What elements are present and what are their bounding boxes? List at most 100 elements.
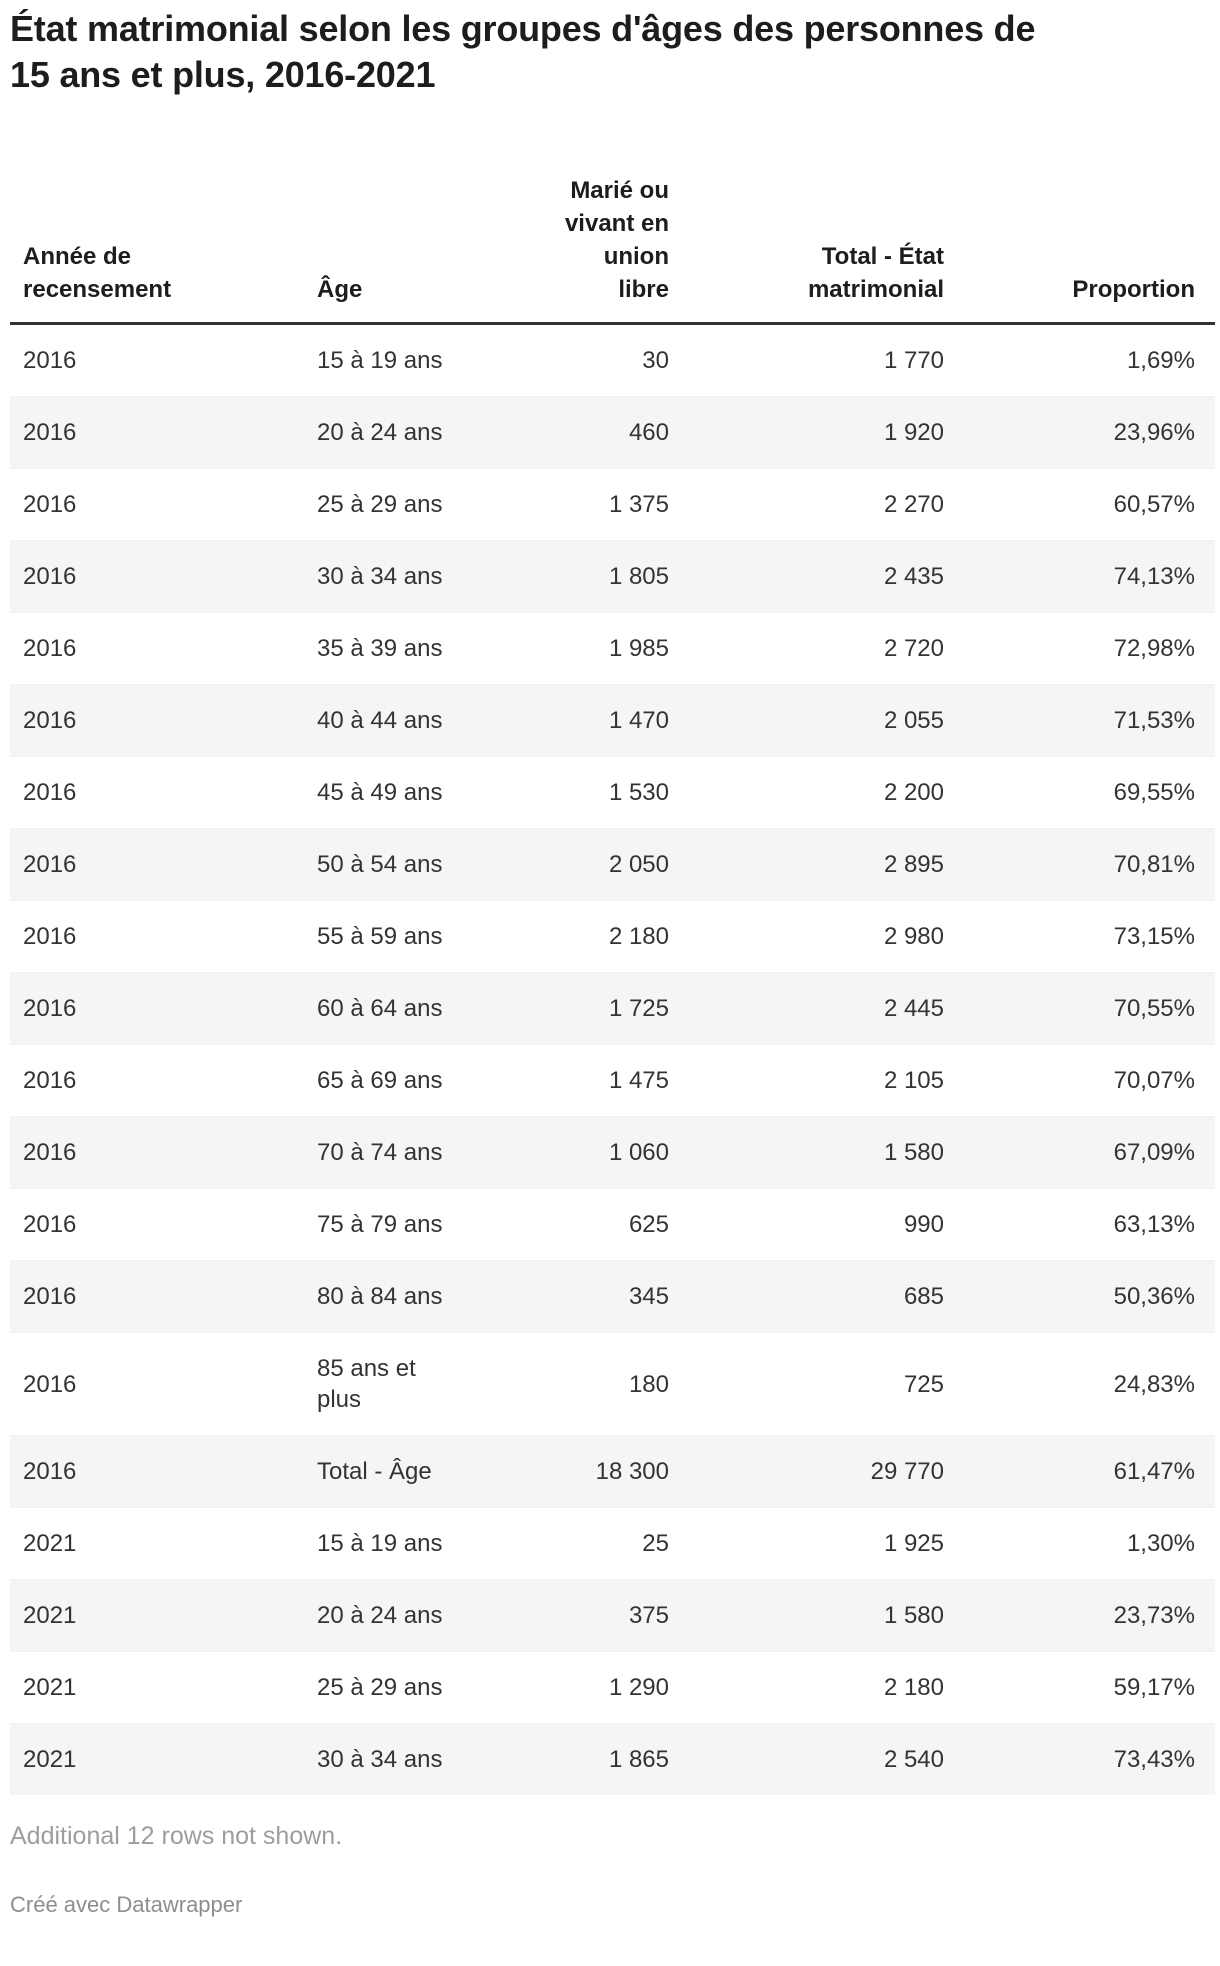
cell-age: 15 à 19 ans	[317, 1530, 443, 1557]
table-header-row: Année de recensement Âge Marié ou vivant…	[10, 154, 1215, 325]
cell-age: 45 à 49 ans	[317, 779, 443, 806]
cell-annee: 2016	[23, 1211, 77, 1238]
cell-age: 80 à 84 ans	[317, 1283, 443, 1310]
cell-annee: 2016	[23, 1139, 77, 1166]
cell-annee: 2016	[23, 779, 77, 806]
cell-marie-union-libre: 345	[628, 1283, 669, 1310]
cell-proportion: 60,57%	[1113, 491, 1195, 518]
cell-proportion: 73,15%	[1113, 923, 1195, 950]
table-row: 2016 80 à 84 ans 345 685 50,36%	[10, 1260, 1215, 1333]
cell-annee: 2016	[23, 1370, 77, 1398]
column-header-age: Âge	[304, 154, 475, 325]
table-row: 2016 20 à 24 ans 460 1 920 23,96%	[10, 396, 1215, 469]
table-row: 2021 30 à 34 ans 1 865 2 540 73,43%	[10, 1723, 1215, 1795]
cell-annee: 2021	[23, 1746, 77, 1773]
table-row: 2021 25 à 29 ans 1 290 2 180 59,17%	[10, 1651, 1215, 1724]
table-row: 2016 45 à 49 ans 1 530 2 200 69,55%	[10, 756, 1215, 829]
cell-total-etat: 2 055	[883, 707, 944, 734]
cell-annee: 2016	[23, 1458, 77, 1485]
cell-total-etat: 2 980	[883, 923, 944, 950]
cell-marie-union-libre: 1 985	[608, 635, 669, 662]
cell-total-etat: 2 895	[883, 851, 944, 878]
table-row: 2016 65 à 69 ans 1 475 2 105 70,07%	[10, 1044, 1215, 1117]
cell-age: 50 à 54 ans	[317, 851, 443, 878]
cell-total-etat: 2 720	[883, 635, 944, 662]
cell-total-etat: 725	[903, 1370, 944, 1398]
cell-proportion: 71,53%	[1113, 707, 1195, 734]
table-body: 2016 15 à 19 ans 30 1 770 1,69% 2016 20 à 24 a…	[10, 323, 1215, 1795]
cell-marie-union-libre: 25	[642, 1530, 669, 1557]
cell-age: 15 à 19 ans	[317, 347, 443, 374]
cell-age: 85 ans et plus	[317, 1355, 416, 1413]
cell-marie-union-libre: 18 300	[595, 1458, 669, 1485]
cell-total-etat: 2 105	[883, 1067, 944, 1094]
cell-proportion: 70,55%	[1113, 995, 1195, 1022]
cell-age: 55 à 59 ans	[317, 923, 443, 950]
rows-not-shown-note: Additional 12 rows not shown.	[10, 1822, 343, 1850]
cell-age: 25 à 29 ans	[317, 1674, 443, 1701]
cell-age: 20 à 24 ans	[317, 419, 443, 446]
table-row: 2016 60 à 64 ans 1 725 2 445 70,55%	[10, 972, 1215, 1045]
cell-proportion: 74,13%	[1113, 563, 1195, 590]
cell-annee: 2021	[23, 1674, 77, 1701]
cell-total-etat: 2 180	[883, 1674, 944, 1701]
table-row: 2016 Total - Âge 18 300 29 770 61,47%	[10, 1435, 1215, 1508]
cell-marie-union-libre: 1 530	[608, 779, 669, 806]
cell-marie-union-libre: 1 865	[608, 1746, 669, 1773]
column-header-proportion: Proportion	[964, 154, 1215, 325]
table-row: 2021 20 à 24 ans 375 1 580 23,73%	[10, 1579, 1215, 1652]
cell-annee: 2016	[23, 563, 77, 590]
cell-annee: 2021	[23, 1530, 77, 1557]
cell-proportion: 69,55%	[1113, 779, 1195, 806]
cell-proportion: 1,69%	[1126, 347, 1195, 374]
table-row: 2016 15 à 19 ans 30 1 770 1,69%	[10, 323, 1215, 397]
cell-proportion: 1,30%	[1126, 1530, 1195, 1557]
cell-marie-union-libre: 625	[628, 1211, 669, 1238]
table-row: 2016 30 à 34 ans 1 805 2 435 74,13%	[10, 540, 1215, 613]
cell-annee: 2016	[23, 347, 77, 374]
cell-proportion: 73,43%	[1113, 1746, 1195, 1773]
cell-proportion: 61,47%	[1113, 1458, 1195, 1485]
cell-age: 40 à 44 ans	[317, 707, 443, 734]
cell-marie-union-libre: 1 290	[608, 1674, 669, 1701]
cell-age: 75 à 79 ans	[317, 1211, 443, 1238]
cell-marie-union-libre: 1 470	[608, 707, 669, 734]
cell-proportion: 23,73%	[1113, 1602, 1195, 1629]
cell-total-etat: 1 580	[883, 1602, 944, 1629]
cell-total-etat: 990	[903, 1211, 944, 1238]
table-row: 2016 40 à 44 ans 1 470 2 055 71,53%	[10, 684, 1215, 757]
table-row: 2021 15 à 19 ans 25 1 925 1,30%	[10, 1507, 1215, 1580]
cell-annee: 2016	[23, 1067, 77, 1094]
cell-marie-union-libre: 30	[642, 347, 669, 374]
cell-total-etat: 2 540	[883, 1746, 944, 1773]
cell-total-etat: 1 580	[883, 1139, 944, 1166]
cell-age: 35 à 39 ans	[317, 635, 443, 662]
table-row: 2016 55 à 59 ans 2 180 2 980 73,15%	[10, 900, 1215, 973]
data-table: Année de recensement Âge Marié ou vivant…	[10, 154, 1215, 1795]
cell-total-etat: 2 200	[883, 779, 944, 806]
cell-total-etat: 1 920	[883, 419, 944, 446]
cell-proportion: 50,36%	[1113, 1283, 1195, 1310]
cell-age: 25 à 29 ans	[317, 491, 443, 518]
cell-proportion: 24,83%	[1113, 1370, 1195, 1398]
cell-age: 20 à 24 ans	[317, 1602, 443, 1629]
datawrapper-credit-link[interactable]: Créé avec Datawrapper	[10, 1892, 243, 1917]
cell-annee: 2016	[23, 635, 77, 662]
cell-age: 65 à 69 ans	[317, 1067, 443, 1094]
cell-age: 30 à 34 ans	[317, 1746, 443, 1773]
cell-proportion: 70,07%	[1113, 1067, 1195, 1094]
cell-marie-union-libre: 375	[628, 1602, 669, 1629]
cell-age: 30 à 34 ans	[317, 563, 443, 590]
table-row: 2016 25 à 29 ans 1 375 2 270 60,57%	[10, 468, 1215, 541]
cell-total-etat: 685	[903, 1283, 944, 1310]
cell-total-etat: 1 925	[883, 1530, 944, 1557]
cell-marie-union-libre: 1 060	[608, 1139, 669, 1166]
cell-marie-union-libre: 460	[628, 419, 669, 446]
cell-annee: 2016	[23, 923, 77, 950]
cell-proportion: 59,17%	[1113, 1674, 1195, 1701]
cell-age: 70 à 74 ans	[317, 1139, 443, 1166]
cell-marie-union-libre: 180	[628, 1370, 669, 1398]
cell-proportion: 67,09%	[1113, 1139, 1195, 1166]
cell-total-etat: 29 770	[870, 1458, 944, 1485]
